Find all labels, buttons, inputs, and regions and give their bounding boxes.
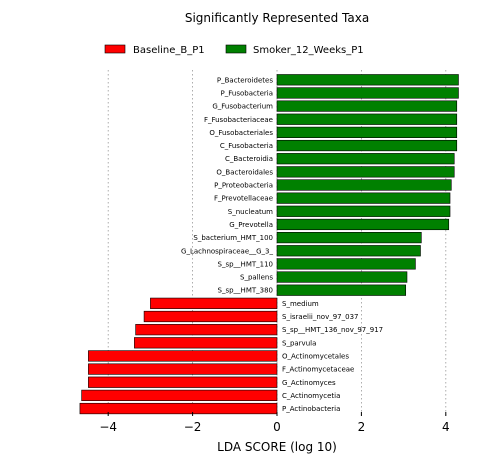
bar-o-fusobacteriales: [276, 126, 458, 138]
x-tick-label: 0: [273, 420, 281, 434]
bar-f-prevotellaceae: [276, 192, 451, 204]
legend-swatch-smoker: [225, 44, 247, 54]
bar-label: O_Fusobacteriales: [209, 129, 273, 137]
bar-label: P_Fusobacteria: [221, 89, 273, 97]
bar-c-actinomycetia: [81, 389, 278, 402]
bar-label: S_sp__HMT_136_nov_97_917: [282, 326, 383, 334]
bar-label: C_Fusobacteria: [220, 142, 273, 150]
bar-label: P_Proteobacteria: [214, 182, 273, 190]
bar-label: S_israelii_nov_97_037: [282, 313, 358, 321]
bar-label: S_nucleatum: [228, 208, 273, 216]
bar-p-proteobacteria: [276, 179, 452, 191]
x-tick-label: −2: [184, 420, 202, 434]
bar-c-fusobacteria: [276, 139, 458, 152]
legend-swatch-baseline: [104, 44, 126, 54]
bar-g-lachnospiraceae-g-3-: [276, 245, 421, 257]
bar-label: S_medium: [282, 300, 319, 308]
bar-label: F_Prevotellaceae: [214, 195, 273, 203]
bar-g-actinomyces: [88, 376, 278, 388]
bar-s-nucleatum: [276, 205, 451, 217]
bar-label: S_pallens: [240, 274, 273, 282]
bar-label: S_sp__HMT_110: [218, 260, 273, 268]
bar-label: F_Fusobacteriaceae: [204, 116, 273, 124]
bar-p-bacteroidetes: [276, 74, 459, 86]
bar-label: P_Actinobacteria: [282, 405, 340, 413]
x-axis-label: LDA SCORE (log 10): [217, 440, 337, 454]
x-tick-label: −4: [99, 420, 117, 434]
bar-label: G_Lachnospiraceae__G_3_: [181, 247, 273, 255]
bar-f-actinomycetaceae: [88, 363, 278, 375]
bar-o-actinomycetales: [88, 350, 278, 362]
bar-label: G_Prevotella: [229, 221, 273, 229]
x-axis: −4 −2 0 2 4: [99, 412, 450, 434]
bar-label: G_Fusobacterium: [212, 103, 273, 111]
bar-label: O_Bacteroidales: [216, 168, 273, 176]
bar-label: S_sp__HMT_380: [218, 287, 273, 295]
bar-label: P_Bacteroidetes: [217, 76, 273, 84]
bar-s-sp-hmt-136-nov-97-917: [135, 324, 278, 336]
bar-label: G_Actinomyces: [282, 379, 336, 387]
x-tick-label: 2: [358, 420, 366, 434]
bar-label: C_Actinomycetia: [282, 392, 340, 400]
bar-s-pallens: [276, 271, 408, 283]
bar-p-actinobacteria: [79, 402, 278, 415]
legend-label-baseline: Baseline_B_P1: [133, 45, 205, 56]
bar-label: S_parvula: [282, 339, 316, 347]
bar-label: C_Bacteroidia: [225, 155, 273, 163]
bar-s-medium: [150, 297, 278, 309]
bar-p-fusobacteria: [276, 87, 459, 99]
legend: Baseline_B_P1 Smoker_12_Weeks_P1: [104, 44, 364, 56]
bar-s-israelii-nov-97-037: [143, 310, 278, 323]
bar-s-sp-hmt-110: [276, 258, 416, 270]
bar-label: O_Actinomycetales: [282, 352, 349, 360]
bar-s-sp-hmt-380: [276, 284, 407, 296]
bar-g-prevotella: [276, 218, 450, 231]
x-tick-label: 4: [442, 420, 450, 434]
bars: [79, 74, 459, 415]
bar-s-bacterium-hmt-100: [276, 232, 422, 244]
bar-o-bacteroidales: [276, 166, 455, 178]
bar-c-bacteroidia: [276, 153, 455, 165]
bar-s-parvula: [134, 337, 278, 349]
bar-label: S_bacterium_HMT_100: [193, 234, 273, 242]
bar-labels: P_Bacteroidetes P_Fusobacteria G_Fusobacte…: [181, 76, 383, 413]
bar-label: F_Actinomycetaceae: [282, 366, 354, 374]
legend-label-smoker: Smoker_12_Weeks_P1: [253, 45, 364, 56]
bar-g-fusobacterium: [276, 100, 458, 112]
chart-title: Significantly Represented Taxa: [185, 11, 369, 25]
bar-f-fusobacteriaceae: [276, 113, 458, 125]
